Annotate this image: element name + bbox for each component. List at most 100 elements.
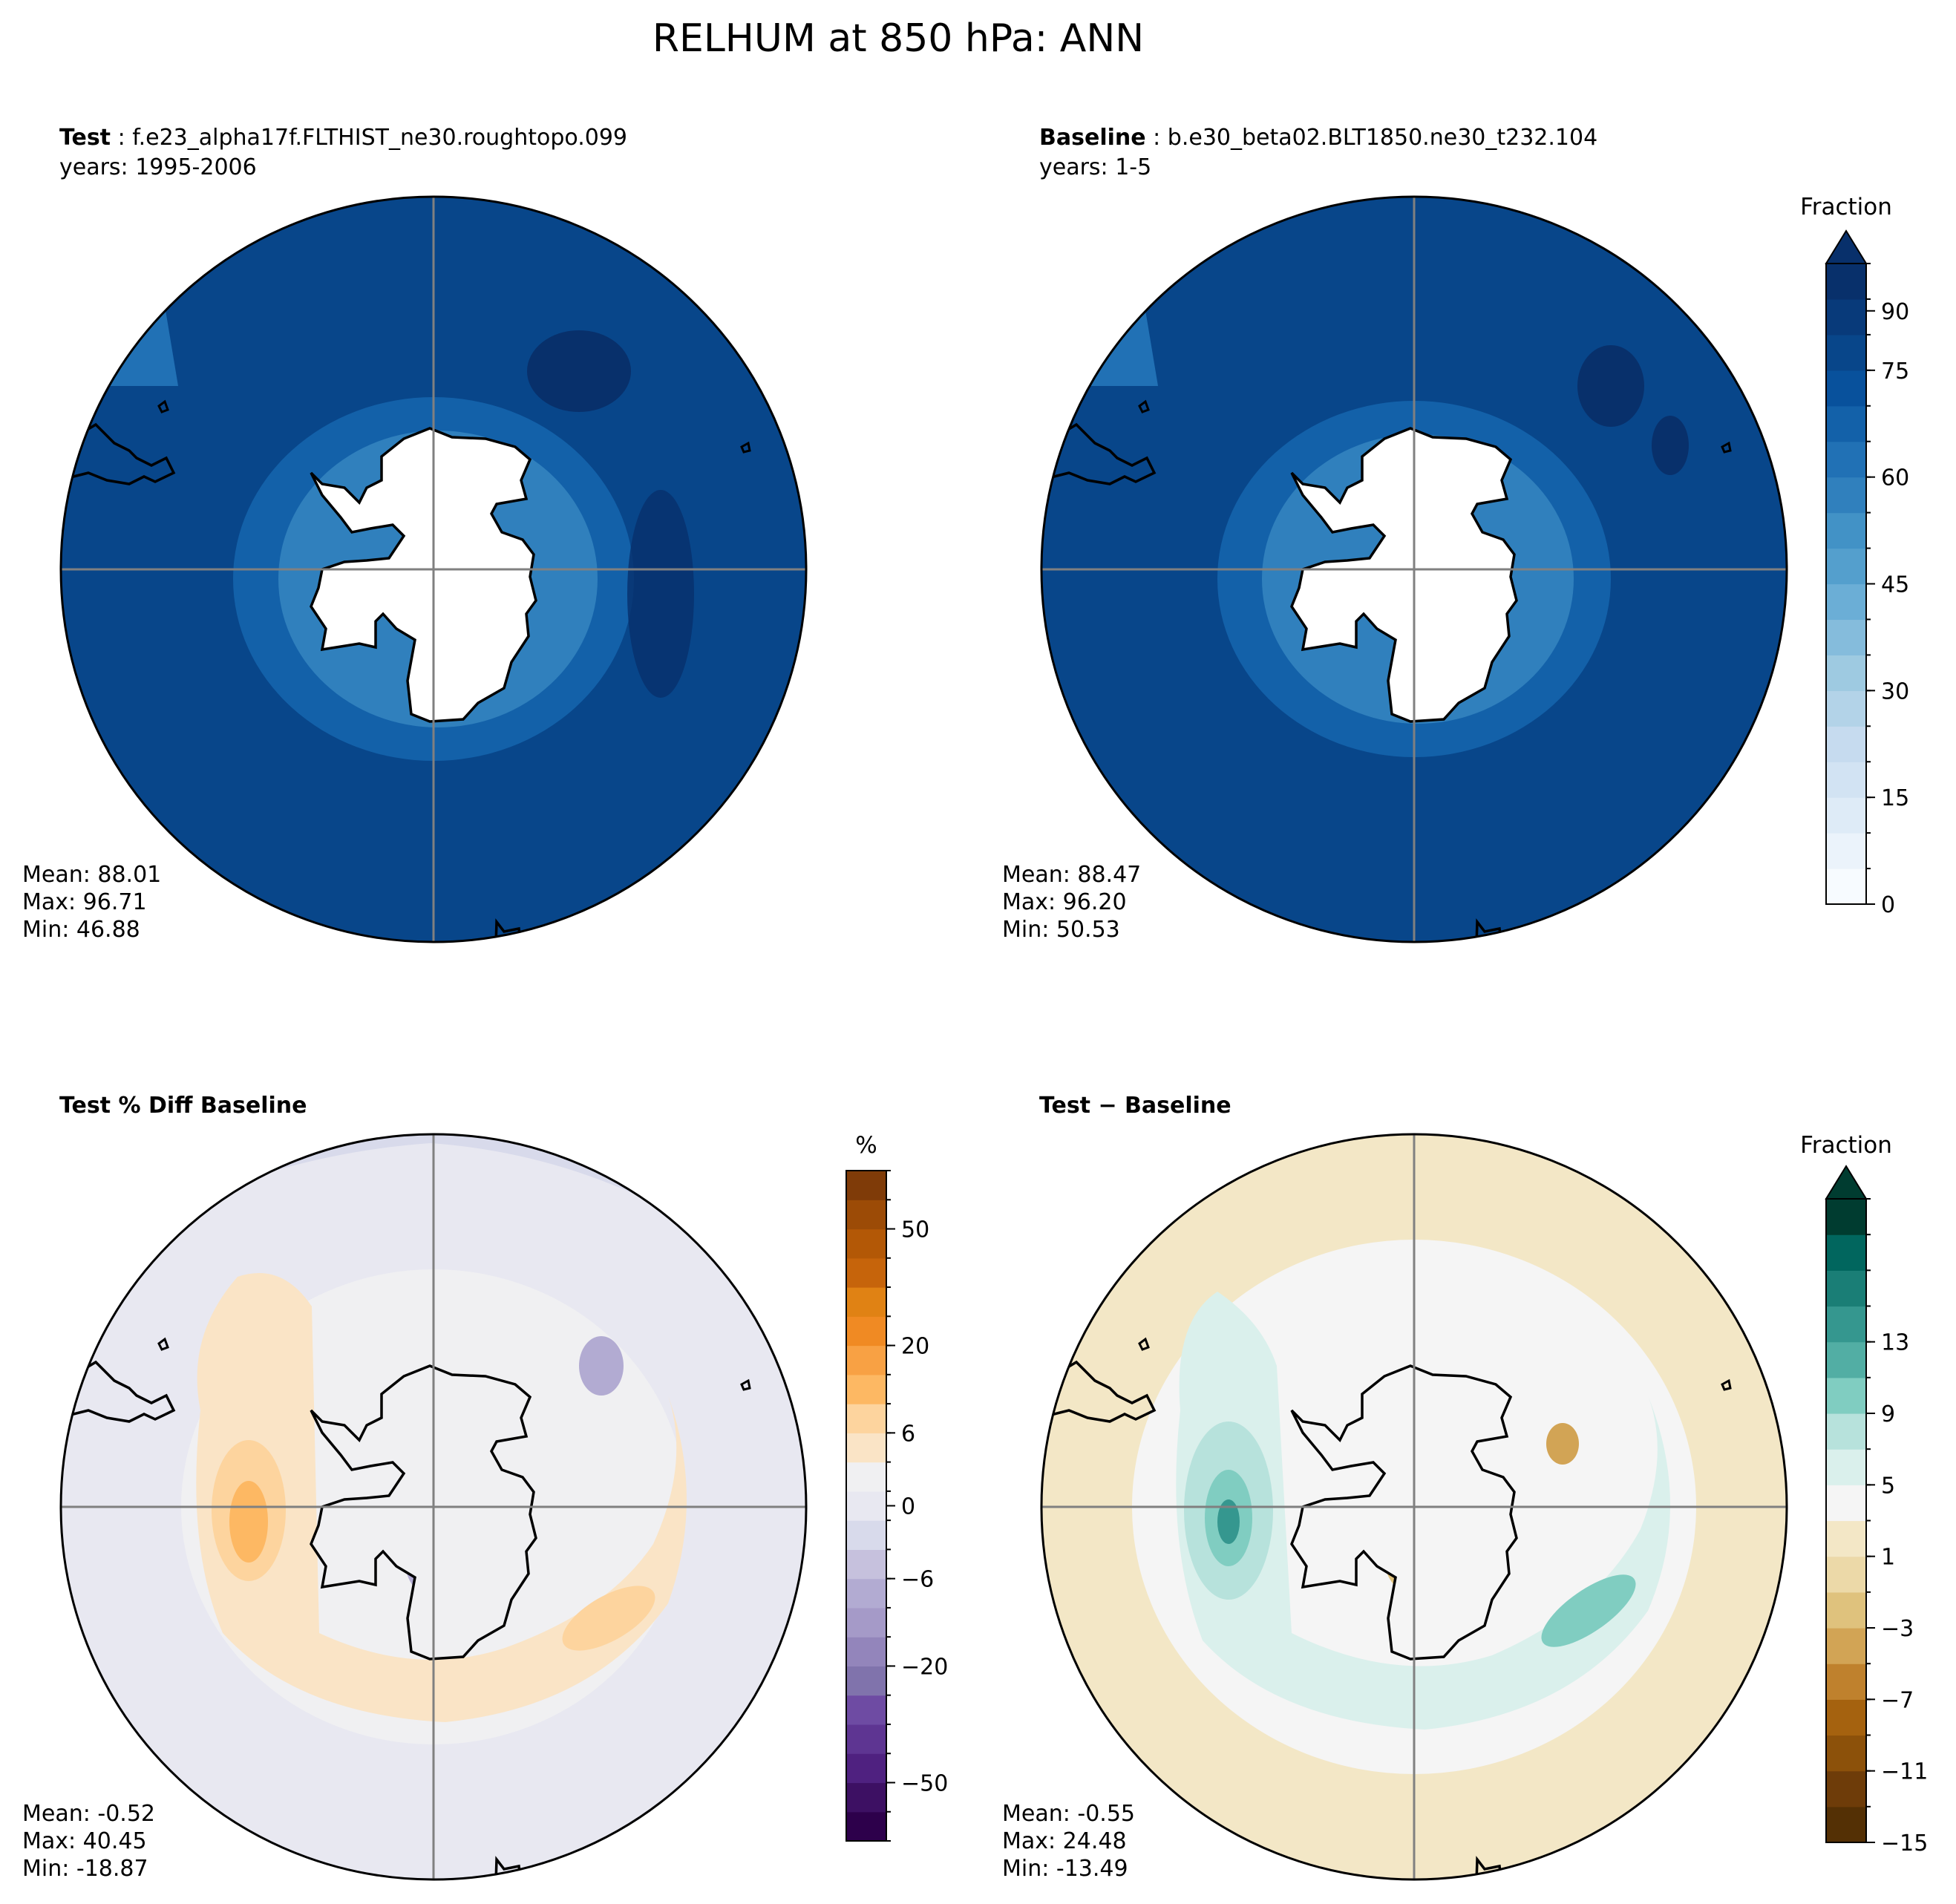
map-boundary	[1040, 195, 1788, 943]
title-separator: :	[1145, 125, 1168, 151]
colorbar-segment	[1826, 797, 1866, 834]
baseline-stats: Mean: 88.47 Max: 96.20 Min: 50.53	[1002, 861, 1141, 943]
pctdiff-min: Min: -18.87	[22, 1856, 148, 1882]
field-band	[1069, 1134, 1143, 1232]
colorbar-difference: −15 −11 −7 −3 1 5 9 13 Fraction	[1800, 1132, 1928, 1856]
colorbar-segment	[1826, 1663, 1866, 1700]
colorbar-tick-label: 0	[1881, 892, 1895, 918]
diff-label: Test − Baseline	[1039, 1093, 1232, 1119]
colorbar-segment	[846, 1666, 886, 1696]
colorbar-tick-label: 9	[1881, 1401, 1895, 1427]
pctdiff-stats: Mean: -0.52 Max: 40.45 Min: -18.87	[22, 1800, 155, 1882]
colorbar-extend-arrow	[1825, 229, 1868, 264]
colorbar-segment	[1826, 512, 1866, 549]
colorbar-segment	[846, 1171, 886, 1200]
baseline-years: years: 1-5	[1039, 154, 1152, 180]
colorbar-tick-label: −50	[901, 1770, 948, 1796]
baseline-map	[1040, 195, 1788, 943]
colorbar-tick-label: 50	[901, 1217, 929, 1243]
colorbar-tick-label: −20	[901, 1654, 948, 1680]
field-band	[562, 1586, 655, 1651]
field-band	[1546, 1423, 1579, 1465]
pctdiff-label: Test % Diff Baseline	[59, 1093, 307, 1119]
test-case-name: f.e23_alpha17f.FLTHIST_ne30.roughtopo.09…	[132, 125, 628, 151]
colorbar-segment	[846, 1753, 886, 1784]
baseline-max: Max: 96.20	[1002, 889, 1127, 915]
field-band	[1652, 416, 1689, 475]
colorbar-segment	[1826, 1699, 1866, 1736]
colorbar-tick-label: −6	[901, 1567, 934, 1593]
field-band	[527, 330, 631, 412]
colorbar-segment	[846, 1520, 886, 1550]
baseline-label: Baseline	[1039, 125, 1146, 151]
colorbar-segment	[1826, 1234, 1866, 1271]
colorbar-segment	[1826, 868, 1866, 905]
diff-panel-title: Test − Baseline	[1039, 1091, 1232, 1121]
field-band	[1041, 297, 1158, 386]
colorbar-segment	[1826, 298, 1866, 336]
colorbar-segment	[846, 1607, 886, 1638]
colorbar-segment	[1826, 1306, 1866, 1343]
colorbar-segment	[1826, 726, 1866, 762]
title-separator: :	[111, 125, 133, 151]
colorbar-segment	[1826, 1413, 1866, 1450]
test-max: Max: 96.71	[22, 889, 147, 915]
colorbar-tick-label: 13	[1881, 1330, 1909, 1356]
figure-title: RELHUM at 850 hPa: ANN	[652, 16, 1145, 61]
colorbar-segment	[846, 1433, 886, 1463]
colorbar-segment	[1826, 1341, 1866, 1378]
diff-min: Min: -13.49	[1002, 1856, 1128, 1882]
colorbar-segment	[1826, 762, 1866, 798]
colorbar-segment	[1826, 1270, 1866, 1307]
colorbar-tick-label: 15	[1881, 785, 1909, 811]
colorbar-segment	[1826, 1591, 1866, 1629]
colorbar-title: Fraction	[1800, 1132, 1892, 1159]
colorbar-segment	[1826, 619, 1866, 655]
test-years: years: 1995-2006	[59, 154, 257, 180]
map-boundary	[59, 1133, 808, 1881]
diff-map	[1040, 1133, 1788, 1881]
colorbar-title: Fraction	[1800, 194, 1892, 220]
colorbar-segment	[846, 1695, 886, 1725]
colorbar-segment	[846, 1637, 886, 1667]
field-band	[579, 1336, 624, 1396]
colorbar-segment	[846, 1491, 886, 1521]
colorbar-tick-label: 75	[1881, 359, 1909, 385]
colorbar-segment	[846, 1200, 886, 1230]
colorbar-tick-label: −3	[1881, 1616, 1914, 1642]
diff-mean: Mean: -0.55	[1002, 1801, 1136, 1827]
field-band	[61, 297, 178, 386]
colorbar-segment	[1826, 1770, 1866, 1808]
colorbar-segment	[846, 1404, 886, 1433]
colorbar-segment	[846, 1287, 886, 1317]
colorbar-tick-label: 30	[1881, 678, 1909, 704]
colorbar-segment	[846, 1782, 886, 1813]
colorbar-segment	[846, 1549, 886, 1580]
test-stats: Mean: 88.01 Max: 96.71 Min: 46.88	[22, 861, 161, 943]
colorbar-segment	[1826, 370, 1866, 407]
pctdiff-panel-title: Test % Diff Baseline	[59, 1091, 307, 1121]
baseline-case-name: b.e30_beta02.BLT1850.ne30_t232.104	[1167, 125, 1598, 151]
colorbar-segment	[846, 1257, 886, 1288]
colorbar-tick-label: 90	[1881, 299, 1909, 325]
colorbar-segment	[1826, 1449, 1866, 1485]
colorbar-segment	[846, 1345, 886, 1375]
colorbar-segment	[1826, 334, 1866, 371]
map-boundary	[1040, 1133, 1788, 1881]
colorbar-segment	[846, 1316, 886, 1347]
map-boundary	[59, 195, 808, 943]
colorbar-segment	[846, 1811, 886, 1842]
colorbar-percent-diff: −50 −20 −6 0 6 20 50%	[845, 1132, 948, 1842]
colorbar-segment	[1826, 405, 1866, 442]
test-label: Test	[59, 125, 111, 151]
colorbar-segment	[1826, 1556, 1866, 1593]
colorbar-relhum: 0 15 30 45 60 75 90 Fraction	[1800, 194, 1909, 918]
field-band	[1217, 1499, 1240, 1544]
colorbar-tick-label: 6	[901, 1421, 915, 1447]
pctdiff-mean: Mean: -0.52	[22, 1801, 156, 1827]
colorbar-title: %	[855, 1132, 877, 1159]
field-band	[196, 1273, 687, 1722]
test-map	[59, 195, 808, 943]
colorbar-segment	[1826, 264, 1866, 300]
